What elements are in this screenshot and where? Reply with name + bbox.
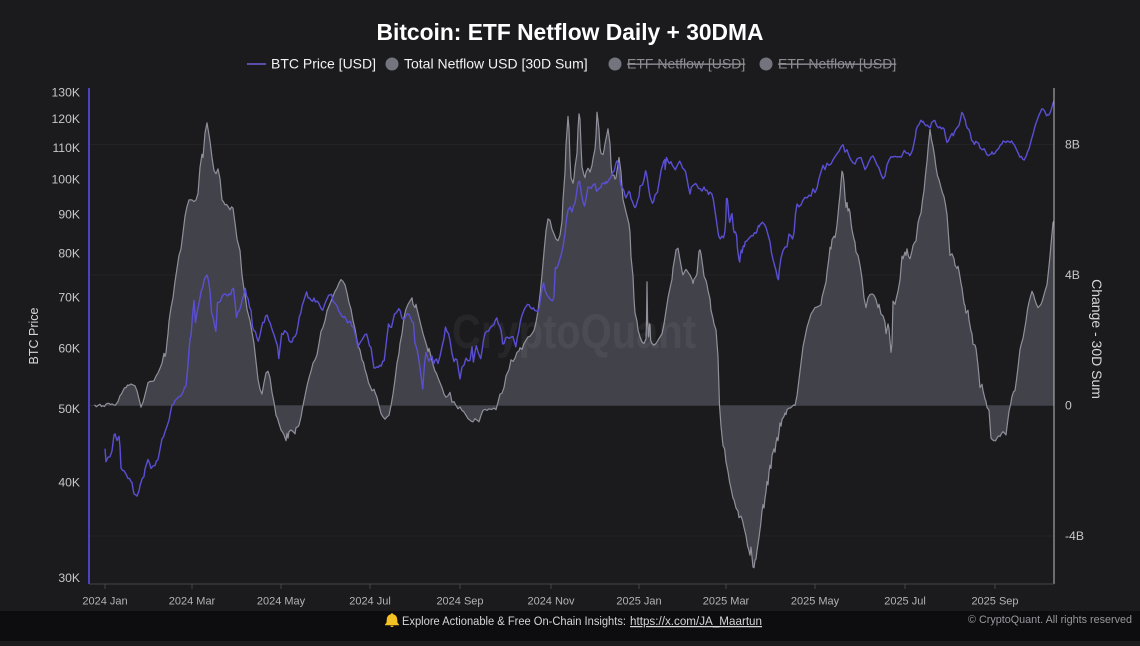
svg-text:90K: 90K [58,207,80,221]
svg-text:40K: 40K [58,476,80,490]
svg-text:50K: 50K [58,402,80,416]
svg-text:2024 May: 2024 May [257,596,306,608]
svg-text:2024 Sep: 2024 Sep [436,596,483,608]
svg-text:https://x.com/JA_Maartun: https://x.com/JA_Maartun [630,614,762,628]
svg-text:70K: 70K [58,291,80,305]
svg-text:2025 Sep: 2025 Sep [971,596,1018,608]
svg-text:2025 Jan: 2025 Jan [616,596,661,608]
svg-text:CryptoQuant: CryptoQuant [452,306,696,359]
svg-text:2024 Jul: 2024 Jul [349,596,391,608]
svg-text:2024 Jan: 2024 Jan [82,596,127,608]
svg-text:0: 0 [1065,399,1072,413]
svg-text:ETF Netflow [USD]: ETF Netflow [USD] [627,56,745,72]
svg-text:60K: 60K [58,342,80,356]
svg-text:Bitcoin: ETF Netflow Daily + 3: Bitcoin: ETF Netflow Daily + 30DMA [377,19,764,45]
svg-text:2025 May: 2025 May [791,596,840,608]
svg-text:8B: 8B [1065,138,1080,152]
svg-text:120K: 120K [52,112,80,126]
svg-text:2025 Jul: 2025 Jul [884,596,926,608]
svg-text:2024 Mar: 2024 Mar [169,596,216,608]
svg-text:100K: 100K [52,172,80,186]
svg-text:BTC Price: BTC Price [27,307,41,364]
svg-text:-4B: -4B [1065,529,1084,543]
svg-text:Change - 30D Sum: Change - 30D Sum [1089,279,1105,399]
svg-text:30K: 30K [58,571,80,585]
svg-text:2024 Nov: 2024 Nov [527,596,575,608]
svg-text:4B: 4B [1065,268,1080,282]
svg-text:110K: 110K [52,141,80,155]
svg-text:ETF Netflow [USD]: ETF Netflow [USD] [778,56,896,72]
svg-text:© CryptoQuant. All rights rese: © CryptoQuant. All rights reserved [968,614,1132,626]
svg-text:Total Netflow USD [30D Sum]: Total Netflow USD [30D Sum] [404,56,588,72]
svg-text:BTC Price [USD]: BTC Price [USD] [271,56,376,72]
svg-text:130K: 130K [52,86,80,100]
svg-text:80K: 80K [58,246,80,260]
svg-text:Explore Actionable & Free On-C: Explore Actionable & Free On-Chain Insig… [402,614,626,628]
svg-text:2025 Mar: 2025 Mar [703,596,750,608]
